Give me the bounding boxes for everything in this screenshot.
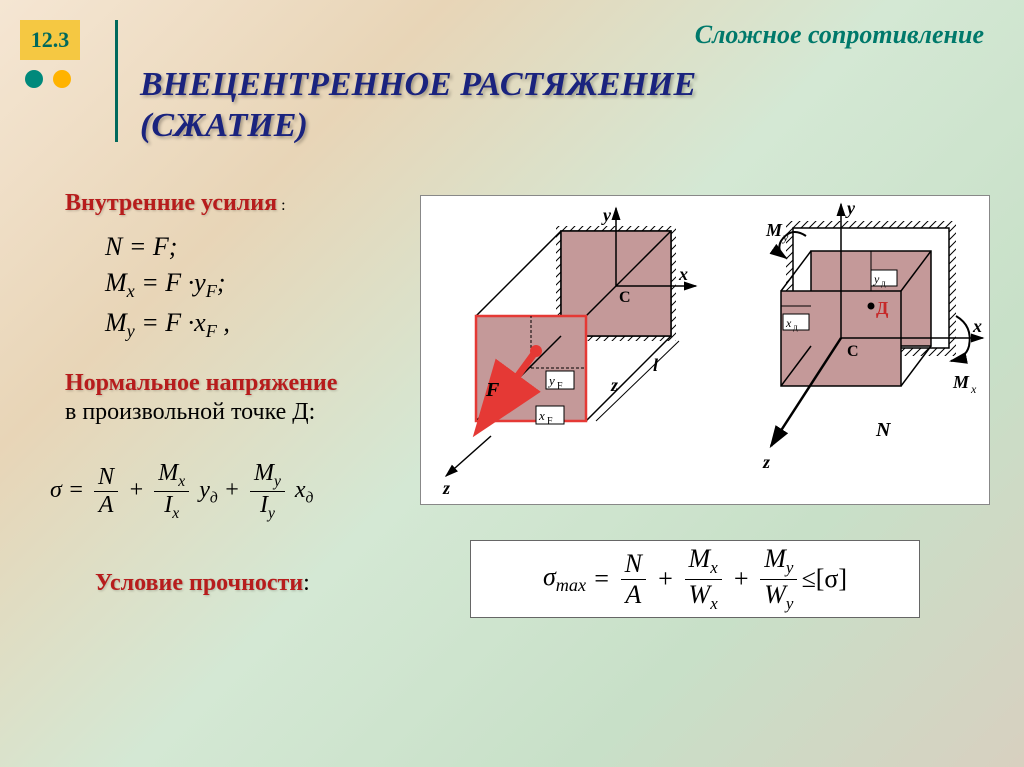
svg-text:l: l bbox=[653, 355, 658, 375]
svg-text:N: N bbox=[875, 419, 892, 441]
sigma-symbol: σ bbox=[50, 477, 62, 503]
den-Iy-sub: y bbox=[268, 505, 275, 522]
my-sub2: F bbox=[206, 321, 217, 341]
svg-text:F: F bbox=[485, 379, 500, 401]
svg-text:y: y bbox=[547, 373, 555, 388]
svg-text:Д: Д bbox=[876, 298, 889, 318]
frac2-My-Wy: My Wy bbox=[760, 544, 797, 613]
circle-teal bbox=[25, 70, 43, 88]
slide-number: 12.3 bbox=[20, 20, 80, 60]
frac-My-Iy: My Iy bbox=[250, 460, 285, 523]
formula-My: My = F ·xF , bbox=[105, 305, 405, 345]
title-line2: (СЖАТИЕ) bbox=[140, 107, 308, 144]
den-A: A bbox=[94, 492, 118, 519]
frac2-Mx-Wx: Mx Wx bbox=[685, 544, 722, 613]
svg-text:y: y bbox=[782, 230, 789, 244]
svg-text:C: C bbox=[847, 343, 859, 360]
num-N: N bbox=[94, 464, 118, 492]
svg-text:x: x bbox=[970, 382, 977, 396]
wy: W bbox=[764, 580, 786, 609]
sigma-max: σmax bbox=[543, 562, 586, 596]
diagram-area: y x C F yF xF z z l bbox=[420, 195, 990, 505]
num-My-sub: y bbox=[274, 473, 281, 490]
frac-Mx-Ix: Mx Ix bbox=[154, 460, 189, 523]
my2: M bbox=[764, 544, 786, 573]
mx-sub2: F bbox=[206, 282, 217, 302]
my-sub: y bbox=[127, 321, 135, 341]
svg-text:x: x bbox=[972, 316, 982, 336]
sm-sym: σ bbox=[543, 562, 556, 591]
title-line1: ВНЕЦЕНТРЕННОЕ РАСТЯЖЕНИЕ bbox=[140, 66, 696, 103]
my-M: M bbox=[105, 308, 127, 337]
section3-colon: : bbox=[303, 570, 310, 596]
svg-text:y: y bbox=[601, 205, 612, 225]
section-internal-forces: Внутренние усилия : N = F; Mx = F ·yF; M… bbox=[65, 190, 405, 345]
section-normal-stress: Нормальное напряжение в произвольной точ… bbox=[65, 370, 405, 426]
svg-text:y: y bbox=[873, 272, 880, 286]
den-Iy: I bbox=[260, 492, 268, 518]
svg-text:x: x bbox=[678, 264, 688, 284]
svg-text:z: z bbox=[610, 375, 618, 395]
mx-end: ; bbox=[217, 268, 226, 297]
wys: y bbox=[786, 594, 794, 613]
header-topic: Сложное сопротивление bbox=[695, 20, 984, 50]
svg-text:F: F bbox=[557, 381, 563, 392]
formula-Mx: Mx = F ·yF; bbox=[105, 265, 405, 305]
num-Mx-sub: x bbox=[178, 473, 185, 490]
mx-sub: x bbox=[127, 282, 135, 302]
section2-subtext: в произвольной точке Д: bbox=[65, 399, 405, 426]
xd-sub: д bbox=[306, 490, 314, 507]
strength-formula: σmax = N A + Mx Wx + My Wy ≤ [σ] bbox=[470, 540, 920, 618]
num-Mx: M bbox=[158, 460, 178, 486]
leq: ≤ bbox=[801, 564, 815, 594]
mx2: M bbox=[689, 544, 711, 573]
svg-text:z: z bbox=[762, 452, 770, 472]
my-right: = F ·x bbox=[135, 308, 206, 337]
section2-header: Нормальное напряжение bbox=[65, 370, 405, 397]
mx2s: x bbox=[710, 559, 718, 578]
section-strength-condition: Условие прочности: bbox=[95, 570, 310, 597]
circle-amber bbox=[53, 70, 71, 88]
my-end: , bbox=[217, 308, 230, 337]
right-diagram: y x C N z Д yд xд My Mx bbox=[762, 198, 983, 472]
wx: W bbox=[689, 580, 711, 609]
xd: x bbox=[295, 477, 306, 503]
svg-text:z: z bbox=[442, 478, 450, 498]
bracket-sigma: [σ] bbox=[816, 564, 847, 594]
svg-text:y: y bbox=[845, 198, 856, 218]
diagram-svg: y x C F yF xF z z l bbox=[421, 196, 991, 506]
svg-text:д: д bbox=[793, 322, 798, 332]
svg-text:M: M bbox=[765, 220, 783, 240]
sigma-formula: σ = N A + Mx Ix yд + My Iy xд bbox=[50, 460, 313, 523]
n2: N bbox=[621, 549, 646, 580]
svg-text:M: M bbox=[952, 372, 970, 392]
svg-text:x: x bbox=[538, 408, 545, 423]
svg-text:x: x bbox=[785, 316, 792, 330]
yd-sub: д bbox=[210, 490, 218, 507]
svg-text:д: д bbox=[881, 278, 886, 288]
yd: y bbox=[199, 477, 210, 503]
mx-right: = F ·y bbox=[135, 268, 206, 297]
section3-header: Условие прочности bbox=[95, 570, 303, 596]
decor-circles bbox=[25, 70, 77, 93]
sm-sub: max bbox=[556, 575, 586, 595]
svg-text:C: C bbox=[619, 289, 631, 306]
formula-N: N = F; bbox=[105, 229, 405, 265]
den-Ix-sub: x bbox=[172, 505, 179, 522]
frac2-N-A: N A bbox=[621, 549, 646, 610]
left-diagram: y x C F yF xF z z l bbox=[442, 205, 696, 498]
section1-colon: : bbox=[277, 197, 285, 214]
main-title: ВНЕЦЕНТРЕННОЕ РАСТЯЖЕНИЕ (СЖАТИЕ) bbox=[140, 65, 696, 147]
mx-M: M bbox=[105, 268, 127, 297]
my2s: y bbox=[786, 559, 794, 578]
frac-N-A: N A bbox=[94, 464, 118, 519]
num-My: M bbox=[254, 460, 274, 486]
a2: A bbox=[621, 580, 646, 610]
svg-text:F: F bbox=[547, 416, 553, 427]
vertical-accent-line bbox=[115, 20, 118, 142]
wxs: x bbox=[710, 594, 718, 613]
section1-header: Внутренние усилия bbox=[65, 190, 277, 216]
internal-force-formulas: N = F; Mx = F ·yF; My = F ·xF , bbox=[105, 229, 405, 345]
